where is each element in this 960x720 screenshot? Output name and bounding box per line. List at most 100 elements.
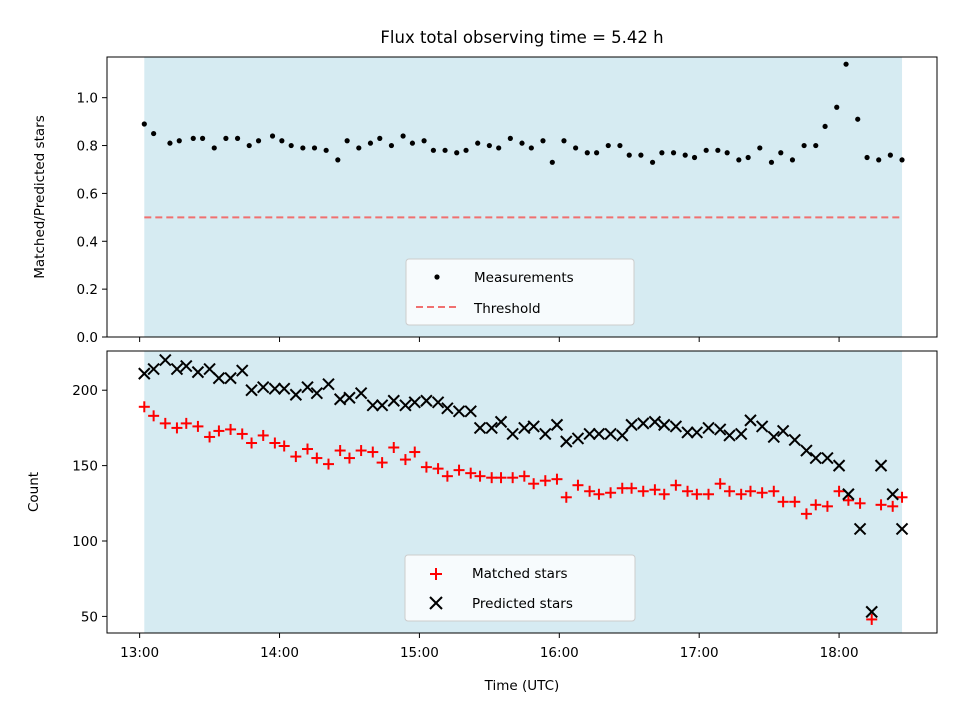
predicted-star-point <box>800 444 813 457</box>
predicted-star-point <box>343 391 356 404</box>
matched-star-point <box>495 472 507 484</box>
top-y-tick-label: 0.4 <box>77 234 98 250</box>
matched-star-point <box>584 485 596 497</box>
predicted-star-point <box>625 418 638 432</box>
measurement-point <box>519 140 525 146</box>
measurement-point <box>876 157 882 163</box>
measurement-point <box>801 142 807 149</box>
measurement-point <box>176 138 182 144</box>
bottom-y-tick-label: 200 <box>72 383 98 399</box>
measurement-point <box>507 135 513 141</box>
measurement-point <box>736 157 742 163</box>
measurement-point <box>659 150 665 156</box>
bottom-legend: Matched stars Predicted stars <box>404 554 636 622</box>
predicted-star-point <box>441 402 454 415</box>
top-y-tick-label: 0.6 <box>77 186 98 202</box>
matched-star-point <box>714 478 726 490</box>
x-tick-label: 14:00 <box>260 645 299 661</box>
predicted-star-point <box>776 424 790 438</box>
x-tick-label: 18:00 <box>820 645 859 661</box>
predicted-star-point <box>191 365 205 379</box>
predicted-star-point <box>788 433 801 447</box>
matched-star-point <box>866 613 878 625</box>
matched-star-point <box>735 488 747 500</box>
measurement-point <box>745 154 751 161</box>
matched-star-point <box>703 488 715 500</box>
matched-star-point <box>192 420 204 432</box>
measurement-point <box>638 152 644 158</box>
matched-star-point <box>388 442 400 454</box>
x-tick-label: 16:00 <box>540 645 579 661</box>
matched-star-point <box>343 452 355 464</box>
top-y-tick-label: 1.0 <box>77 91 98 107</box>
measurement-point <box>486 142 492 149</box>
chart-title: Flux total observing time = 5.42 h <box>380 28 663 47</box>
predicted-star-point <box>842 488 855 501</box>
matched-star-point <box>605 487 617 499</box>
matched-star-point <box>572 479 584 491</box>
matched-star-point <box>637 485 649 497</box>
predicted-star-point <box>583 427 596 441</box>
measurement-point <box>463 147 469 153</box>
measurement-point <box>421 138 427 144</box>
matched-star-point <box>441 470 453 482</box>
measurement-point <box>246 142 252 149</box>
matched-star-point <box>744 485 756 497</box>
predicted-star-point <box>147 362 160 376</box>
measurement-point <box>367 140 374 146</box>
matched-star-point <box>465 467 477 479</box>
bottom-y-tick-label: 150 <box>72 459 98 475</box>
legend-predicted-marker <box>429 596 443 610</box>
matched-star-point <box>821 500 833 512</box>
measurement-point <box>789 157 796 163</box>
measurement-point <box>190 135 196 141</box>
measurement-point <box>409 140 416 146</box>
legend-matched-marker <box>430 568 442 580</box>
predicted-star-point <box>322 377 335 391</box>
predicted-star-point <box>464 405 477 418</box>
predicted-star-point <box>180 359 193 373</box>
predicted-star-point <box>571 432 585 445</box>
measurement-point <box>211 145 217 151</box>
predicted-star-point <box>268 382 282 395</box>
matched-star-point <box>204 431 216 443</box>
predicted-star-point <box>616 429 629 442</box>
measurement-point <box>377 135 383 141</box>
measurement-point <box>288 142 294 149</box>
predicted-star-point <box>473 421 487 435</box>
legend-matched-label: Matched stars <box>472 566 568 582</box>
measurement-point <box>682 152 688 158</box>
bottom-legend-box <box>404 554 636 622</box>
predicted-star-point <box>767 430 781 444</box>
bottom-axes-frame <box>106 350 938 634</box>
measurement-point <box>356 145 362 151</box>
matched-star-point <box>658 488 670 500</box>
matched-star-point <box>539 475 551 487</box>
measurement-point <box>540 138 546 144</box>
matched-star-point <box>551 473 563 485</box>
matched-star-point <box>724 485 735 497</box>
matched-star-point <box>171 422 183 434</box>
matched-star-point <box>486 472 498 484</box>
measurement-point <box>335 157 341 163</box>
predicted-star-point <box>159 353 172 367</box>
predicted-star-point <box>874 459 888 472</box>
matched-star-point <box>842 494 854 506</box>
legend-measurements-label: Measurements <box>474 270 574 286</box>
measurement-point <box>605 142 611 149</box>
measurement-point <box>223 135 229 141</box>
matched-star-point <box>474 470 486 482</box>
matched-star-point <box>810 499 822 511</box>
matched-star-point <box>302 443 314 455</box>
matched-star-point <box>756 487 768 499</box>
measurement-point <box>269 133 276 139</box>
measurement-point <box>899 157 905 163</box>
predicted-star-point <box>170 362 184 376</box>
matched-star-point <box>311 452 323 464</box>
matched-star-point <box>290 451 302 463</box>
matched-star-point <box>269 437 281 449</box>
bottom-y-axis-label: Count <box>26 472 42 512</box>
measurement-point <box>768 159 775 165</box>
measurement-point <box>778 150 784 156</box>
